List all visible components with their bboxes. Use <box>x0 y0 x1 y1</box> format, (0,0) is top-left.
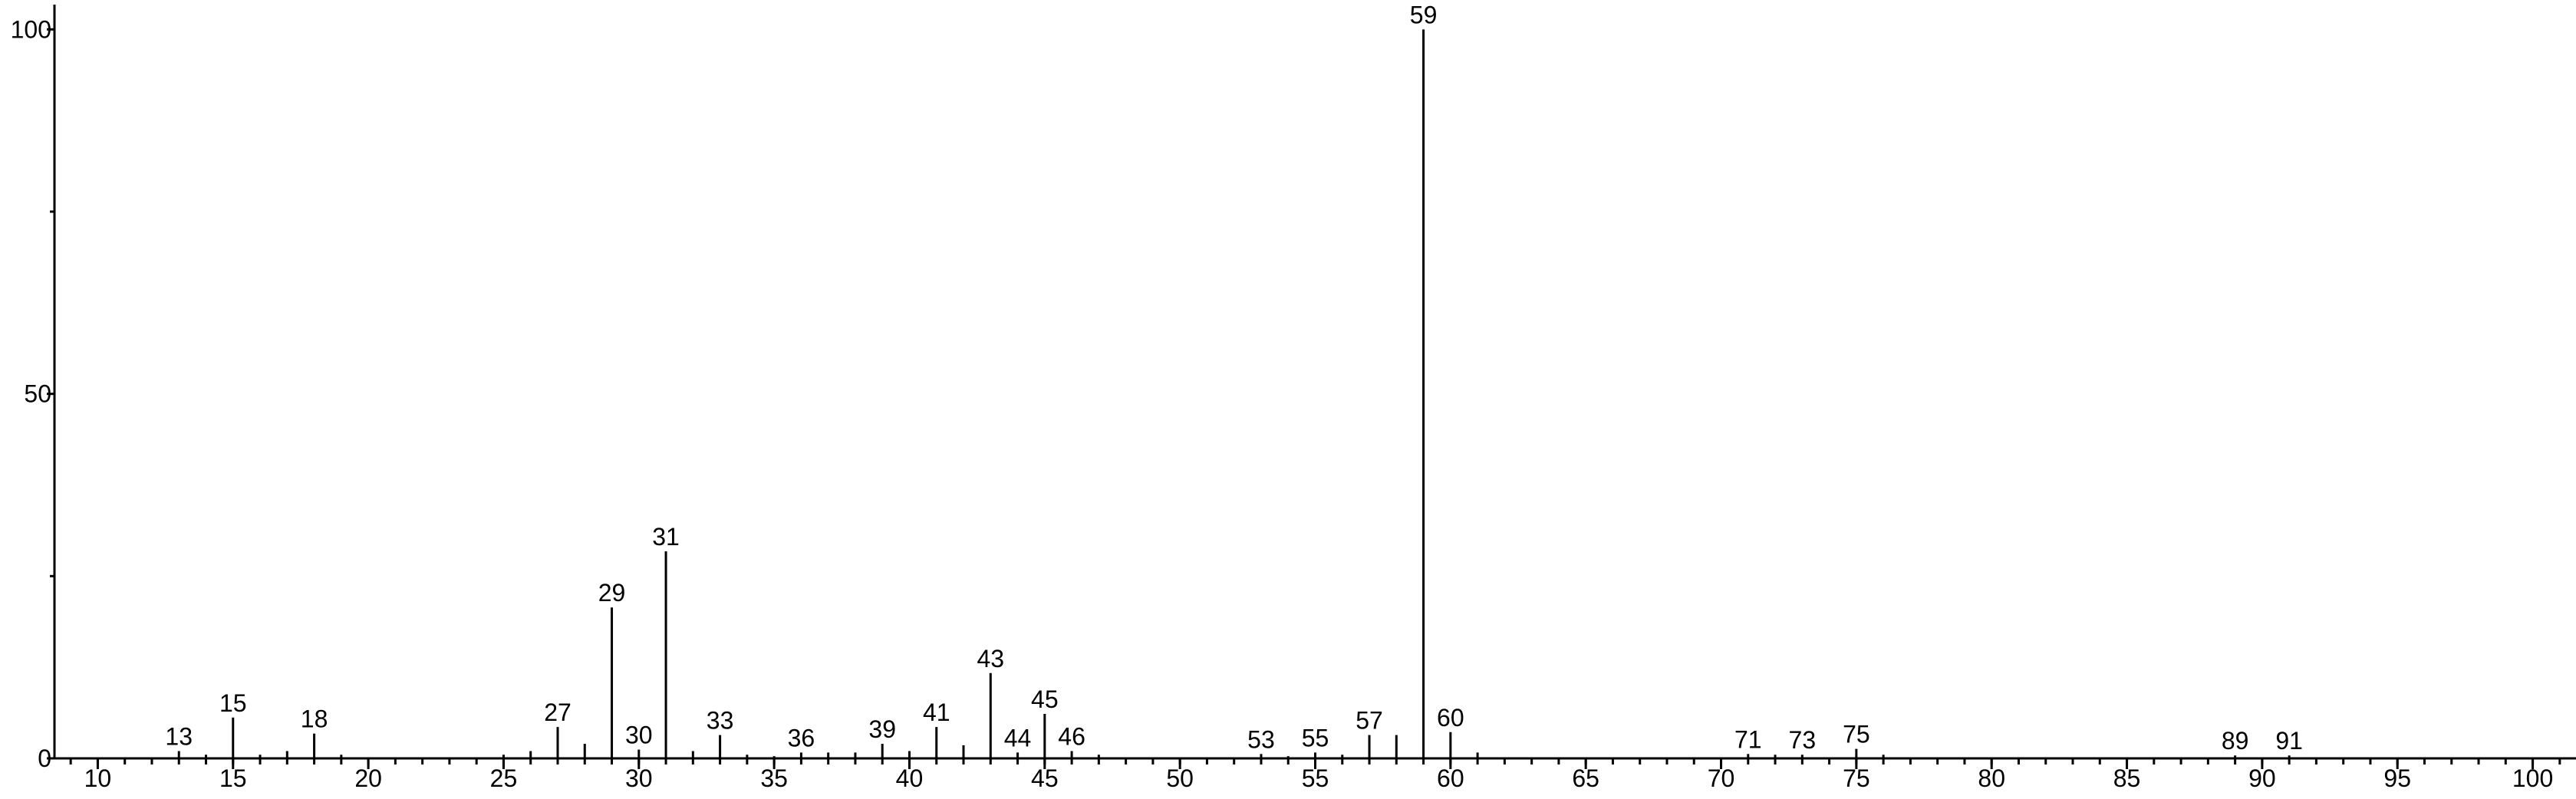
peak-label: 44 <box>1004 724 1032 751</box>
x-tick-label: 100 <box>2512 764 2553 792</box>
x-tick-label: 10 <box>84 764 112 792</box>
x-tick-label: 95 <box>2383 764 2411 792</box>
x-tick-label: 70 <box>1708 764 1735 792</box>
x-tick-label: 85 <box>2113 764 2141 792</box>
peak-label: 91 <box>2275 727 2303 755</box>
peak-label: 30 <box>625 722 653 749</box>
peak-label: 41 <box>923 699 950 726</box>
peak-label: 60 <box>1437 704 1464 732</box>
y-tick-label: 50 <box>24 380 51 408</box>
x-tick-label: 40 <box>896 764 924 792</box>
x-tick-label: 65 <box>1572 764 1599 792</box>
peak-label: 29 <box>598 579 626 607</box>
x-tick-label: 55 <box>1302 764 1329 792</box>
peak-label: 59 <box>1410 1 1438 28</box>
x-tick-label: 60 <box>1437 764 1464 792</box>
x-tick-label: 25 <box>490 764 518 792</box>
peak-label: 13 <box>165 722 193 750</box>
peak-label: 57 <box>1356 707 1383 735</box>
x-tick-label: 75 <box>1843 764 1870 792</box>
peak-label: 43 <box>977 645 1004 672</box>
peak-label: 31 <box>652 523 680 551</box>
peak-label: 46 <box>1058 722 1085 750</box>
peak-label: 45 <box>1031 686 1059 713</box>
peak-label: 75 <box>1843 721 1870 748</box>
x-tick-label: 45 <box>1031 764 1059 792</box>
peak-label: 71 <box>1734 725 1762 753</box>
peak-label: 27 <box>544 699 572 726</box>
x-tick-label: 30 <box>625 764 653 792</box>
peak-label: 55 <box>1302 724 1329 751</box>
y-tick-label: 100 <box>11 15 51 43</box>
peak-label: 53 <box>1247 725 1275 753</box>
x-tick-label: 50 <box>1166 764 1194 792</box>
x-tick-label: 20 <box>354 764 382 792</box>
peak-label: 39 <box>868 715 896 743</box>
x-tick-label: 90 <box>2248 764 2276 792</box>
x-tick-label: 15 <box>219 764 247 792</box>
x-tick-label: 80 <box>1978 764 2005 792</box>
y-tick-label: 0 <box>38 745 51 772</box>
peak-label: 33 <box>707 707 734 735</box>
peak-label: 15 <box>219 689 247 717</box>
x-tick-label: 35 <box>760 764 788 792</box>
peak-label: 36 <box>788 724 815 751</box>
peak-label: 73 <box>1789 726 1817 754</box>
peak-label: 89 <box>2222 727 2249 755</box>
peak-label: 18 <box>301 705 328 733</box>
